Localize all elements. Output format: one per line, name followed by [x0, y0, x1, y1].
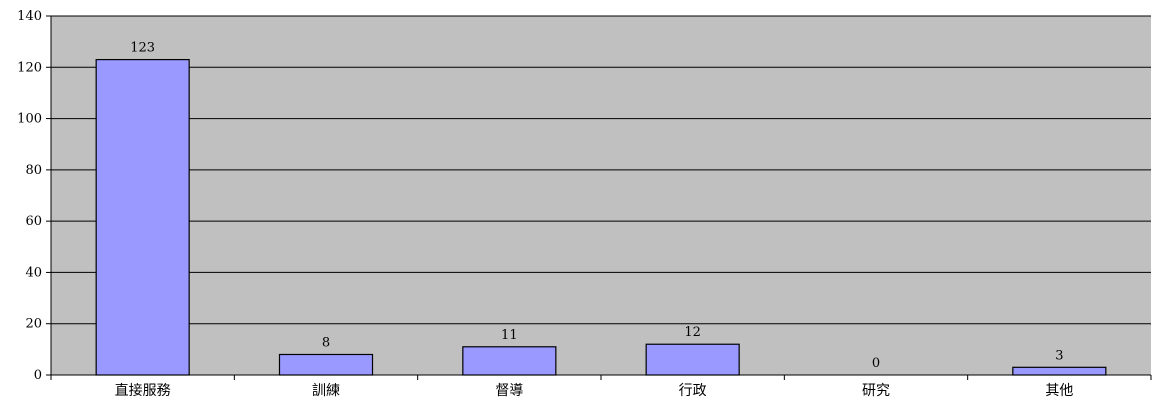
data-label-2: 11 [501, 328, 518, 343]
y-tick-label-80: 80 [25, 163, 42, 178]
plot-area [51, 16, 1151, 375]
y-tick-label-60: 60 [25, 214, 42, 229]
category-label-0: 直接服務 [115, 382, 171, 399]
y-tick-label-140: 140 [17, 9, 42, 24]
category-label-1: 訓練 [312, 383, 340, 399]
bars [95, 58, 1107, 376]
y-tick-label-100: 100 [17, 112, 42, 127]
y-tick-label-40: 40 [25, 265, 42, 280]
category-label-5: 其他 [1045, 383, 1073, 399]
data-label-4: 0 [872, 356, 880, 371]
data-label-3: 12 [684, 325, 701, 340]
category-label-4: 研究 [862, 383, 890, 399]
y-tick-label-120: 120 [17, 60, 42, 75]
data-label-0: 123 [130, 41, 155, 56]
category-label-3: 行政 [679, 383, 707, 399]
data-label-5: 3 [1055, 348, 1063, 363]
y-axis-ticks: 0 20 40 60 80 100 120 140 [17, 9, 51, 383]
gridlines [51, 15, 1151, 325]
bar-5 [1012, 366, 1107, 376]
bar-2 [462, 346, 557, 376]
bar-3 [645, 343, 740, 376]
y-tick-label-0: 0 [34, 368, 42, 383]
x-axis-categories: 直接服務 訓練 督導 行政 研究 其他 [50, 375, 1152, 399]
bar-0 [95, 58, 190, 376]
data-label-1: 8 [322, 335, 330, 350]
bar-1 [278, 353, 374, 376]
data-labels: 123 8 11 12 0 3 [130, 41, 1063, 371]
category-label-2: 督導 [495, 383, 523, 399]
y-tick-label-20: 20 [25, 317, 42, 332]
